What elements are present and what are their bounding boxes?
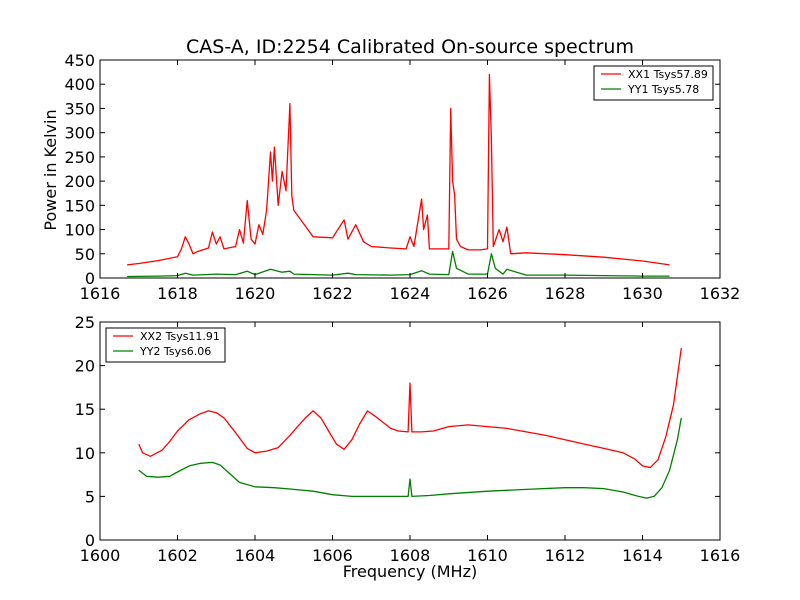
series-line-red	[138, 348, 682, 469]
x-tick-label: 1608	[390, 546, 431, 565]
x-tick-label: 1624	[390, 284, 431, 303]
y-tick-label: 250	[64, 148, 95, 167]
chart-title: CAS-A, ID:2254 Calibrated On-source spec…	[186, 36, 634, 58]
x-tick-label: 1620	[235, 284, 276, 303]
x-tick-label: 1630	[622, 284, 663, 303]
bottom-legend: XX2 Tsys11.91 YY2 Tsys6.06	[105, 327, 226, 363]
top-plot-area: 1616 1618 1620 1622 1624 1626 1628 1630 1632 0 50 1…	[64, 51, 740, 303]
x-tick-label: 1628	[545, 284, 586, 303]
legend-box	[593, 65, 714, 101]
y-axis-label: Power in Kelvin	[41, 109, 60, 230]
x-tick-label: 1604	[235, 546, 276, 565]
series-line-red	[127, 73, 670, 266]
x-tick-label: 1612	[545, 546, 586, 565]
x-tick-label: 1618	[157, 284, 198, 303]
y-tick-label: 400	[64, 75, 95, 94]
x-tick-label: 1622	[312, 284, 353, 303]
y-tick-label: 300	[64, 124, 95, 143]
legend-box	[105, 327, 226, 363]
x-tick-label: 1602	[157, 546, 198, 565]
top-legend: XX1 Tsys57.89 YY1 Tsys5.78	[593, 65, 714, 101]
series-line-green	[138, 417, 682, 499]
x-tick-label: 1606	[312, 546, 353, 565]
y-tick-label: 100	[64, 221, 95, 240]
x-tick-label: 1616	[700, 546, 741, 565]
y-tick-label: 350	[64, 99, 95, 118]
x-axis-label: Frequency (MHz)	[343, 562, 477, 581]
legend-label-yy2: YY2 Tsys6.06	[139, 345, 211, 358]
bottom-plot-area: 1600 1602 1604 1606 1608 1610 1612 1614 1616 0 5 10…	[75, 313, 741, 565]
legend-label-xx1: XX1 Tsys57.89	[628, 68, 708, 81]
x-tick-label: 1614	[622, 546, 663, 565]
y-tick-label: 150	[64, 196, 95, 215]
x-tick-label: 1626	[467, 284, 508, 303]
legend-label-xx2: XX2 Tsys11.91	[140, 330, 220, 343]
x-tick-label: 1610	[467, 546, 508, 565]
y-tick-label: 200	[64, 172, 95, 191]
y-tick-label: 15	[75, 400, 95, 419]
x-tick-label: 1632	[700, 284, 741, 303]
legend-label-yy1: YY1 Tsys5.78	[627, 83, 699, 96]
y-tick-label: 0	[85, 269, 95, 288]
top-chart: CAS-A, ID:2254 Calibrated On-source spec…	[41, 36, 740, 303]
y-tick-label: 25	[75, 313, 95, 332]
y-tick-label: 0	[85, 531, 95, 550]
y-tick-label: 10	[75, 444, 95, 463]
y-tick-label: 50	[75, 245, 95, 264]
bottom-chart: Frequency (MHz) 1600 1602 1604 1606 1608 1610…	[75, 313, 741, 581]
y-tick-label: 20	[75, 357, 95, 376]
y-tick-label: 450	[64, 51, 95, 70]
y-tick-label: 5	[85, 487, 95, 506]
x-tick-label: 1616	[80, 284, 121, 303]
series-line-green	[127, 250, 670, 278]
x-tick-label: 1600	[80, 546, 121, 565]
